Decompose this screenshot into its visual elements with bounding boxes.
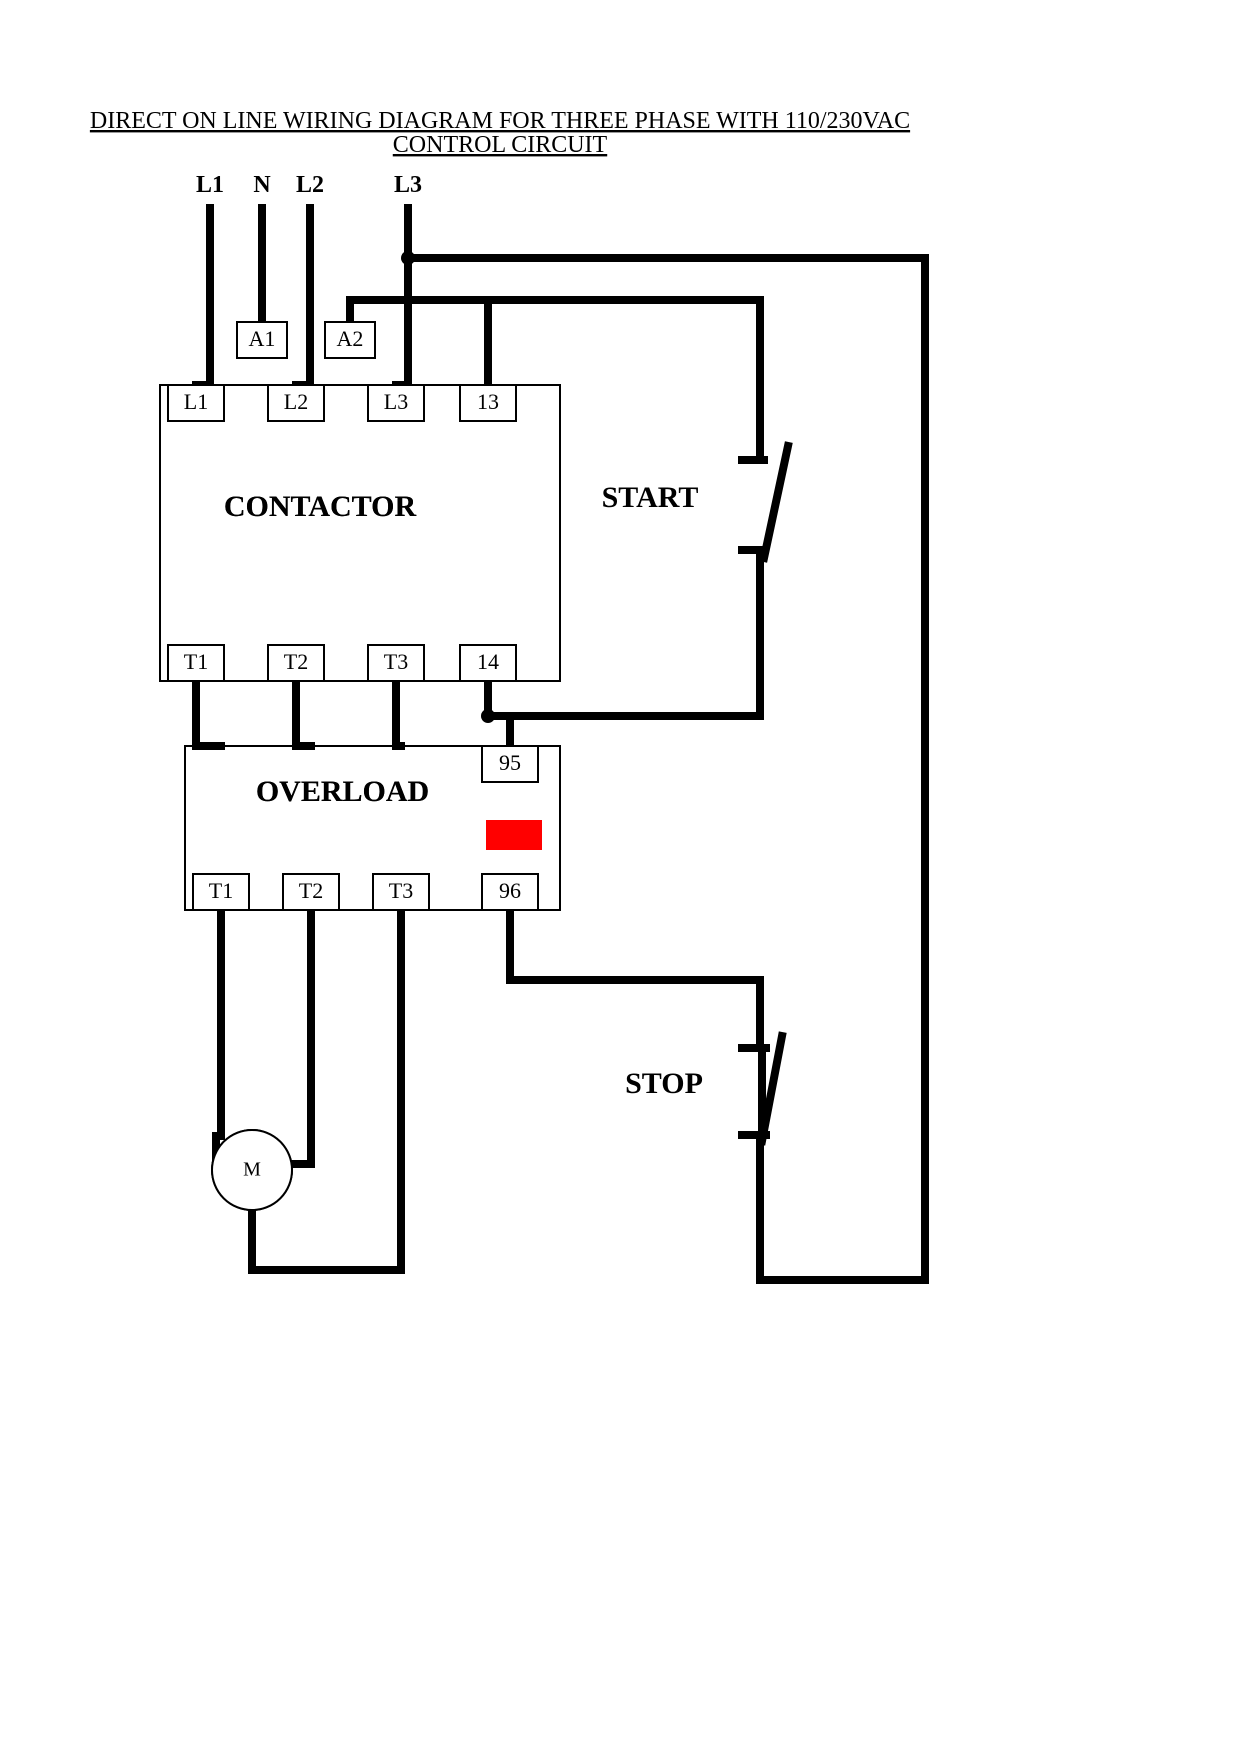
: A1 [249, 326, 276, 351]
phase-l1: L1 [196, 172, 224, 198]
: CONTACTOR [224, 490, 417, 523]
: L2 [284, 389, 308, 414]
: T2 [284, 649, 308, 674]
: 95 [499, 750, 521, 775]
: L1 [184, 389, 208, 414]
phase-l2: L2 [296, 172, 324, 198]
: M [243, 1159, 261, 1181]
: 14 [477, 649, 499, 674]
: T2 [299, 878, 323, 903]
: T1 [184, 649, 208, 674]
: 13 [477, 389, 499, 414]
start-label: START [602, 481, 699, 514]
title-line-2: CONTROL CIRCUIT [393, 132, 608, 158]
: T3 [389, 878, 413, 903]
: OVERLOAD [256, 775, 429, 808]
stop-label: STOP [625, 1067, 703, 1100]
: L3 [384, 389, 408, 414]
: 96 [499, 878, 521, 903]
phase-l3: L3 [394, 172, 422, 198]
: T1 [209, 878, 233, 903]
: A2 [337, 326, 364, 351]
title-line-1: DIRECT ON LINE WIRING DIAGRAM FOR THREE … [90, 108, 910, 134]
: T3 [384, 649, 408, 674]
phase-n: N [253, 172, 271, 198]
